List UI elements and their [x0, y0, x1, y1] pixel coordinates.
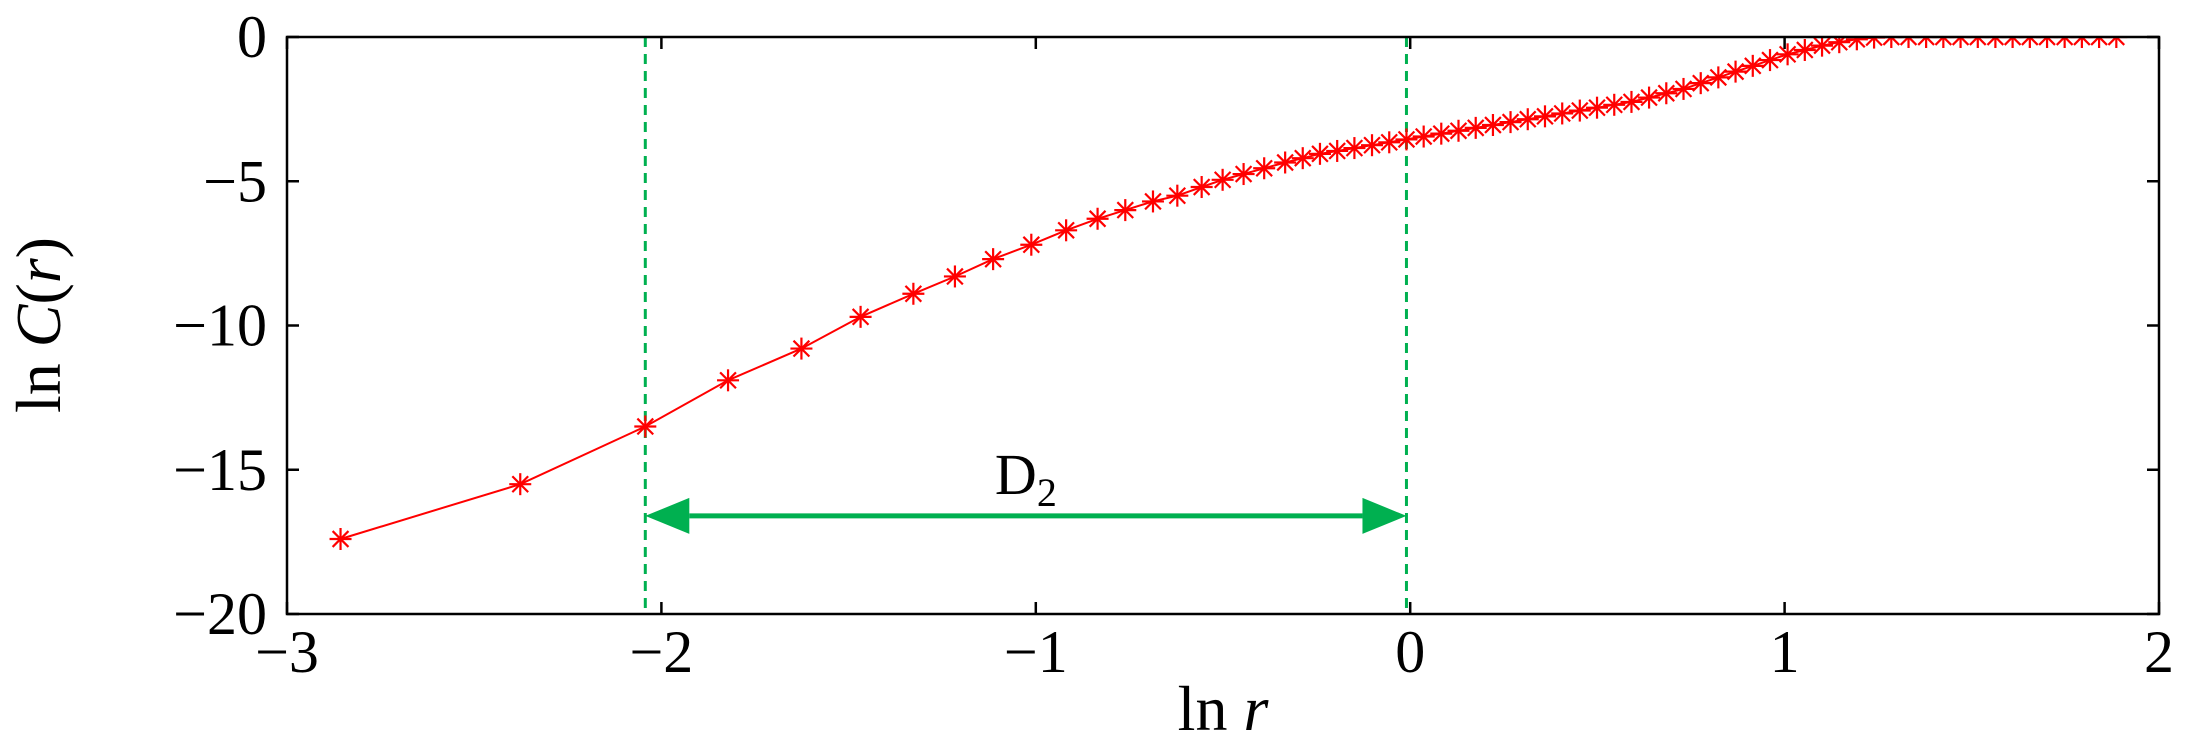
data-point: [1516, 108, 1539, 131]
data-point: [1966, 37, 1989, 48]
tick-layer: −3 −2 −1 0 1 20−5−10−15−20: [173, 4, 2174, 685]
x-tick-label: 2: [2144, 619, 2174, 685]
data-point: [1430, 122, 1453, 145]
data-point: [790, 337, 813, 360]
data-point: [1274, 151, 1297, 174]
data-point: [1447, 119, 1470, 142]
data-point: [1481, 113, 1504, 136]
data-point: [1464, 116, 1487, 139]
data-point: [943, 265, 966, 288]
data-point: [849, 305, 872, 328]
data-point: [1378, 131, 1401, 154]
data-point: [1086, 207, 1109, 230]
data-point: [1232, 163, 1255, 186]
plot-frame: [285, 35, 2161, 616]
data-point: [1055, 219, 1078, 242]
data-point: [1707, 66, 1730, 89]
data-point: [1689, 72, 1712, 95]
data-point: [1114, 199, 1137, 222]
data-point: [1326, 139, 1349, 162]
data-point: [1776, 43, 1799, 66]
x-tick-label: −3: [255, 619, 319, 685]
y-axis-label-prefix: ln: [3, 363, 74, 413]
data-point: [1551, 102, 1574, 125]
data-point: [1828, 37, 1851, 54]
data-point: [1655, 82, 1678, 105]
data-point: [1897, 37, 1920, 48]
data-point: [2036, 37, 2059, 48]
data-point: [2070, 37, 2093, 48]
data-point: [1949, 37, 1972, 48]
data-point: [1291, 147, 1314, 170]
data-point: [717, 369, 740, 392]
data-point: [1793, 38, 1816, 61]
data-point: [1568, 99, 1591, 122]
data-point: [1190, 176, 1213, 199]
x-tick-label: 1: [1770, 619, 1800, 685]
data-point: [1533, 105, 1556, 128]
data-point: [1586, 96, 1609, 119]
data-point: [982, 248, 1005, 271]
series-layer: [329, 37, 2128, 550]
data-point: [2001, 37, 2024, 48]
data-point: [1499, 111, 1522, 134]
y-axis-label: ln C(r): [3, 237, 74, 413]
range-label: D2: [995, 442, 1057, 515]
y-tick-label: −20: [173, 581, 267, 647]
x-axis-label-var: r: [1243, 673, 1269, 742]
data-point: [1984, 37, 2007, 48]
data-point: [1811, 37, 1834, 57]
data-point: [634, 415, 657, 438]
data-point: [2018, 37, 2041, 48]
data-point: [1253, 157, 1276, 180]
y-axis-label-var: r: [3, 257, 74, 283]
range-arrow-head-right: [1362, 497, 1407, 534]
x-tick-label: 0: [1395, 619, 1425, 685]
data-point: [329, 527, 352, 550]
data-point: [1741, 54, 1764, 77]
data-point: [1361, 134, 1384, 157]
data-point: [2088, 37, 2111, 48]
x-axis-label: ln r: [1178, 673, 1270, 742]
data-point: [1343, 137, 1366, 160]
data-point: [1211, 168, 1234, 191]
data-point: [1395, 128, 1418, 151]
x-tick-label: −1: [1004, 619, 1068, 685]
annotation-layer: D2: [643, 37, 1408, 614]
data-point: [1412, 125, 1435, 148]
data-point: [1724, 60, 1747, 83]
data-point: [1758, 49, 1781, 72]
x-tick-label: −2: [629, 619, 693, 685]
data-point: [1638, 86, 1661, 109]
data-point: [1932, 37, 1955, 48]
data-point: [509, 473, 532, 496]
y-tick-label: −10: [173, 293, 267, 359]
y-axis-label-func: C: [3, 303, 74, 347]
data-point: [1672, 77, 1695, 100]
range-arrow-head-left: [645, 497, 690, 534]
data-point: [1141, 190, 1164, 213]
data-point: [1308, 142, 1331, 165]
data-point: [902, 282, 925, 305]
data-point: [1915, 37, 1938, 48]
data-point: [1603, 93, 1626, 116]
data-point: [1620, 90, 1643, 113]
data-point: [1166, 184, 1189, 207]
y-tick-label: −5: [203, 148, 267, 214]
data-point: [1020, 233, 1043, 256]
data-point: [2053, 37, 2076, 48]
x-axis-label-prefix: ln: [1178, 673, 1228, 742]
y-tick-label: 0: [237, 4, 267, 70]
data-point: [1880, 37, 1903, 48]
y-tick-label: −15: [173, 437, 267, 503]
series-line: [340, 37, 2117, 540]
data-point: [2105, 37, 2128, 48]
data-point: [1845, 37, 1868, 51]
